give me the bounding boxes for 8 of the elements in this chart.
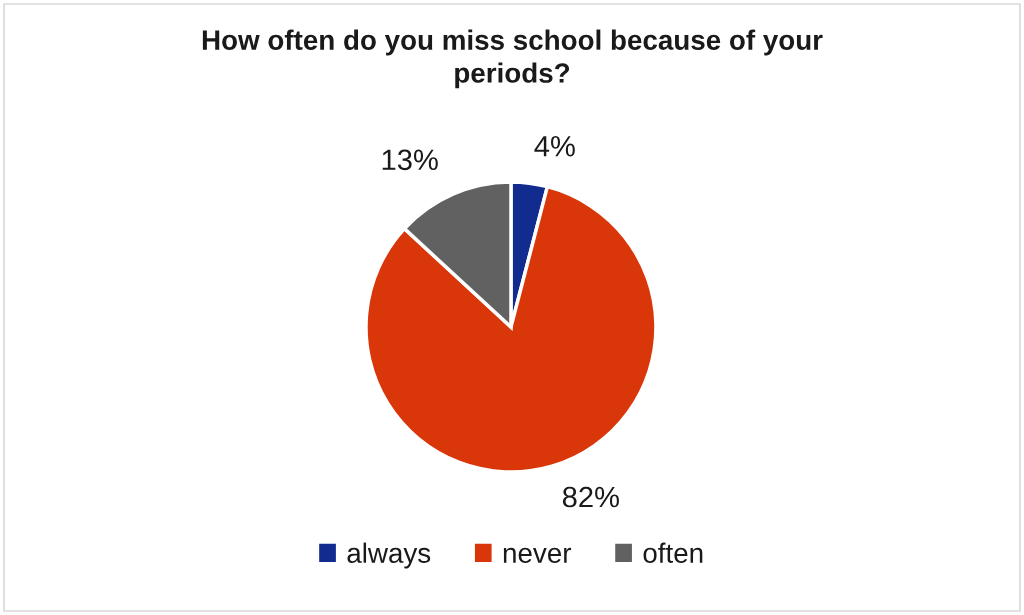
data-label: 82% [562, 486, 619, 508]
data-label: 13% [382, 149, 438, 171]
data-label: 4% [534, 135, 575, 157]
chart-title: How often do you miss school because of your periods? [202, 29, 823, 89]
legend-label: often [643, 542, 703, 563]
pie-slice [364, 184, 658, 474]
legend-label: always [347, 542, 431, 569]
legend-label: never [503, 547, 572, 563]
